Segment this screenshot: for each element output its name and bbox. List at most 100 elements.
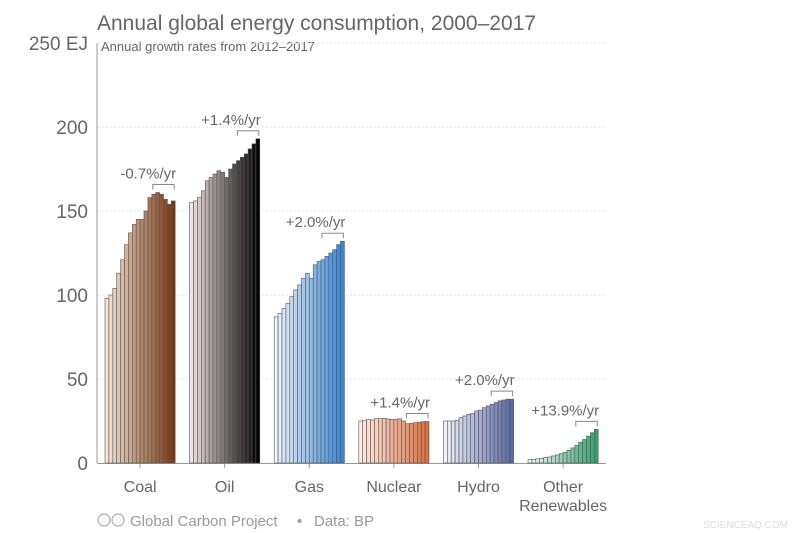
footer-separator: • xyxy=(297,513,302,530)
bar-group-nuclear xyxy=(358,413,430,464)
bar xyxy=(590,432,595,464)
bar xyxy=(578,442,583,464)
bar xyxy=(474,410,479,464)
bar xyxy=(535,458,540,464)
bar xyxy=(374,418,379,464)
bar xyxy=(128,232,133,464)
bar xyxy=(220,172,226,464)
bar xyxy=(167,203,172,464)
category-label: Renewables xyxy=(519,498,607,515)
bar xyxy=(163,198,168,464)
category-label: Nuclear xyxy=(366,479,422,496)
bar xyxy=(482,407,487,464)
bar xyxy=(389,419,395,464)
bar xyxy=(466,413,471,464)
y-tick-label: 200 xyxy=(56,118,88,139)
bar xyxy=(251,143,257,464)
y-tick-label: 50 xyxy=(67,370,88,391)
growth-bracket xyxy=(490,390,514,397)
bar xyxy=(112,287,118,464)
bar xyxy=(132,224,137,464)
bar xyxy=(293,289,298,464)
bar xyxy=(574,445,579,464)
growth-bracket xyxy=(406,413,429,419)
bar xyxy=(493,402,499,464)
bar xyxy=(135,219,141,464)
bar xyxy=(301,277,306,464)
bar xyxy=(582,439,587,464)
bar xyxy=(151,193,157,464)
bar xyxy=(501,399,507,464)
bar-group-gas xyxy=(273,232,345,464)
bar xyxy=(497,400,503,464)
bar xyxy=(340,240,345,464)
bar xyxy=(328,252,333,464)
bar xyxy=(120,259,125,464)
bar xyxy=(285,303,291,464)
growth-rate-label: +2.0%/yr xyxy=(455,372,515,389)
bar xyxy=(336,244,341,464)
growth-bracket xyxy=(321,232,344,239)
category-label: Gas xyxy=(295,479,324,496)
category-label: Coal xyxy=(124,479,157,496)
bar xyxy=(197,197,202,464)
bar xyxy=(324,256,330,464)
bar xyxy=(358,420,363,464)
bar xyxy=(297,284,302,464)
category-label: Other xyxy=(543,479,584,496)
bar xyxy=(554,454,560,464)
bar-group-coal xyxy=(104,184,176,464)
watermark: SCIENCEAQ.COM xyxy=(703,520,788,531)
bar xyxy=(531,459,537,464)
footer: Global Carbon Project • Data: BP xyxy=(97,513,374,530)
growth-rate-label: +1.4%/yr xyxy=(201,112,261,129)
bar xyxy=(155,192,160,464)
bar xyxy=(509,398,514,464)
growth-rate-label: +2.0%/yr xyxy=(286,214,346,231)
bar xyxy=(316,261,322,464)
bar-group-other-renewables xyxy=(527,420,599,464)
bar xyxy=(273,316,279,464)
bar xyxy=(208,177,214,464)
bar xyxy=(416,421,422,464)
bar xyxy=(454,419,460,464)
bar xyxy=(420,421,426,464)
attribution-icon xyxy=(111,513,125,527)
growth-bracket xyxy=(236,130,260,136)
y-tick-label: 0 xyxy=(77,454,88,475)
bar xyxy=(312,264,318,464)
footer-source: Data: BP xyxy=(314,513,374,530)
bar-group-oil xyxy=(189,130,261,464)
bar xyxy=(171,200,176,464)
bar xyxy=(308,277,314,464)
bar xyxy=(139,219,145,464)
bar xyxy=(409,423,414,464)
bar xyxy=(370,419,375,464)
bar xyxy=(204,180,210,464)
bar xyxy=(593,429,599,464)
bar xyxy=(527,459,533,464)
bar xyxy=(424,421,430,464)
bar xyxy=(558,453,564,464)
bar xyxy=(332,249,337,464)
growth-bracket xyxy=(575,420,598,427)
bar xyxy=(485,405,491,464)
y-tick-label: 100 xyxy=(56,286,88,307)
bar xyxy=(385,418,391,464)
bar xyxy=(193,200,198,464)
bar xyxy=(539,457,544,464)
bar-group-hydro xyxy=(443,390,514,464)
bar xyxy=(228,168,233,464)
bar xyxy=(366,419,371,464)
bar xyxy=(401,420,406,464)
bar xyxy=(143,210,149,464)
bar xyxy=(450,420,456,464)
growth-rate-label: +13.9%/yr xyxy=(531,402,599,419)
bar xyxy=(413,422,418,464)
cc-icon xyxy=(97,513,111,527)
bar xyxy=(393,419,399,464)
bar xyxy=(462,415,468,464)
bar xyxy=(489,403,495,464)
bar xyxy=(277,313,283,464)
growth-rate-label: +1.4%/yr xyxy=(370,395,430,412)
